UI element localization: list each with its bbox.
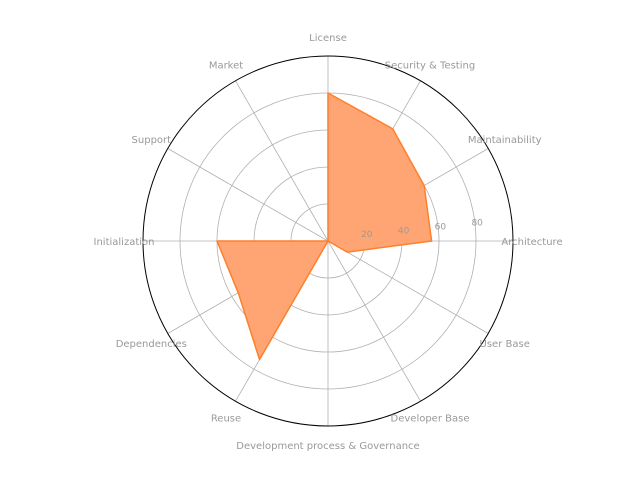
tick-label-40: 40	[398, 226, 410, 236]
axis-label-0: License	[309, 33, 347, 44]
axis-label-2: Maintainability	[468, 135, 542, 146]
axis-label-7: Reuse	[211, 414, 241, 425]
axis-label-8: Dependencies	[116, 339, 187, 350]
tick-label-60: 60	[435, 222, 447, 232]
axis-label-3: Architecture	[501, 237, 562, 248]
tick-label-20: 20	[361, 230, 373, 240]
axis-label-11: Market	[209, 60, 243, 71]
radar-series	[216, 92, 433, 361]
axis-label-9: Initialization	[94, 237, 155, 248]
spoke-11	[235, 80, 329, 242]
spoke-10	[167, 148, 329, 242]
axis-label-5: Developer Base	[391, 414, 470, 425]
axis-label-6: Development process & Governance	[236, 441, 419, 452]
radial-tick-labels: 20 40 60 80	[361, 219, 483, 241]
axis-label-1: Security & Testing	[385, 60, 475, 71]
tick-label-80: 80	[471, 219, 483, 229]
axis-label-4: User Base	[480, 339, 530, 350]
spoke-4	[327, 240, 489, 334]
axis-label-10: Support	[132, 135, 172, 146]
spoke-5	[327, 240, 421, 402]
axis-labels: License Security & Testing Maintainability…	[94, 33, 563, 452]
outer-frame	[142, 55, 514, 427]
